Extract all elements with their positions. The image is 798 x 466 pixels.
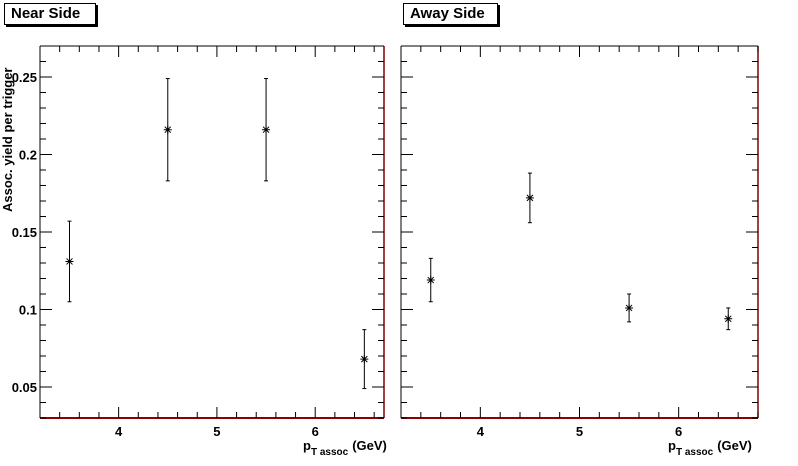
near-y-tick-label: 0.25 — [12, 70, 37, 85]
near-x-tick-label: 5 — [213, 424, 220, 439]
near-data-point — [360, 329, 369, 390]
away-side-label: Away Side — [403, 3, 498, 25]
near-x-axis-title-main: p — [303, 438, 311, 453]
near-data-point — [163, 78, 172, 182]
away-x-tick-label: 6 — [675, 424, 682, 439]
near-star-marker — [262, 125, 271, 134]
near-star-marker — [65, 257, 74, 266]
away-star-marker — [525, 193, 534, 202]
away-x-axis-title-main: p — [668, 438, 676, 453]
y-axis-title: Assoc. yield per trigger — [0, 68, 15, 213]
away-data-point — [625, 293, 634, 323]
away-x-axis-title: pT assoc (GeV) — [668, 438, 752, 458]
near-data-point — [262, 78, 271, 182]
near-y-tick-label: 0.2 — [19, 148, 37, 163]
near-x-axis-title-sub: T assoc — [311, 447, 349, 458]
near-star-marker — [360, 355, 369, 364]
away-data-point — [525, 172, 534, 224]
away-data-point — [426, 257, 435, 303]
near-x-tick-label: 6 — [312, 424, 319, 439]
near-x-tick-label: 4 — [115, 424, 123, 439]
away-data-point — [724, 307, 733, 331]
near-x-axis-title: pT assoc (GeV) — [303, 438, 387, 458]
away-star-marker — [625, 303, 634, 312]
away-x-tick-label: 5 — [576, 424, 583, 439]
away-x-tick-label: 4 — [477, 424, 485, 439]
near-data-point — [65, 220, 74, 303]
chart-marks — [65, 78, 733, 390]
near-x-axis-title-unit: (GeV) — [352, 438, 387, 453]
near-side-label: Near Side — [4, 3, 96, 25]
away-star-marker — [724, 314, 733, 323]
near-side-frame: 4 5 6 0.05 0.1 0.15 0.2 0.25 — [12, 45, 385, 439]
away-x-axis-title-sub: T assoc — [676, 447, 714, 458]
away-star-marker — [426, 276, 435, 285]
near-y-tick-label: 0.05 — [12, 380, 37, 395]
away-side-frame: 4 5 6 — [400, 45, 759, 439]
near-y-tick-label: 0.15 — [12, 225, 37, 240]
near-star-marker — [163, 125, 172, 134]
near-y-tick-label: 0.1 — [19, 303, 37, 318]
away-x-axis-title-unit: (GeV) — [717, 438, 752, 453]
